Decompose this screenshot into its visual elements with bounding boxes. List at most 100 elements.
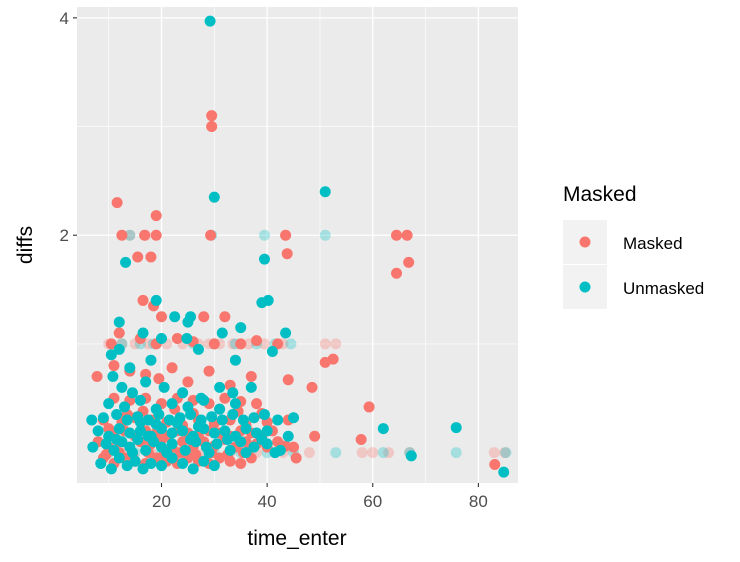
point-masked bbox=[137, 294, 149, 306]
point-unmasked bbox=[261, 425, 273, 437]
point-unmasked bbox=[181, 332, 193, 344]
point-unmasked bbox=[377, 423, 389, 435]
point-masked bbox=[235, 457, 247, 469]
point-unmasked bbox=[92, 425, 104, 437]
point-unmasked bbox=[182, 401, 194, 413]
point-masked bbox=[489, 459, 501, 471]
grid-minor bbox=[77, 7, 518, 483]
point-faint-masked bbox=[330, 338, 342, 350]
point-unmasked bbox=[269, 447, 281, 459]
point-unmasked bbox=[203, 447, 215, 459]
point-unmasked bbox=[111, 434, 123, 446]
point-unmasked bbox=[211, 438, 223, 450]
point-unmasked bbox=[208, 427, 220, 439]
point-unmasked bbox=[208, 191, 220, 203]
y-tick-label: 4 bbox=[60, 9, 69, 28]
y-axis: 24 bbox=[60, 9, 77, 245]
point-masked bbox=[391, 229, 403, 241]
point-unmasked bbox=[216, 414, 228, 426]
point-faint-unmasked bbox=[319, 229, 331, 241]
point-masked bbox=[288, 441, 300, 453]
point-faint-masked bbox=[124, 229, 136, 241]
point-masked bbox=[205, 229, 217, 241]
point-masked bbox=[206, 121, 218, 133]
point-unmasked bbox=[111, 409, 123, 421]
point-unmasked bbox=[166, 438, 178, 450]
y-tick-label: 2 bbox=[60, 226, 69, 245]
point-unmasked bbox=[166, 398, 178, 410]
point-unmasked bbox=[179, 444, 191, 456]
point-unmasked bbox=[105, 349, 117, 361]
x-tick-label: 40 bbox=[258, 492, 277, 511]
point-masked bbox=[198, 311, 210, 323]
point-unmasked bbox=[158, 381, 170, 393]
point-masked bbox=[272, 436, 284, 448]
point-unmasked bbox=[192, 343, 204, 355]
point-unmasked bbox=[171, 417, 183, 429]
point-unmasked bbox=[198, 394, 210, 406]
point-unmasked bbox=[137, 463, 149, 475]
point-unmasked bbox=[126, 387, 138, 399]
point-unmasked bbox=[150, 403, 162, 415]
point-masked bbox=[391, 267, 403, 279]
point-unmasked bbox=[120, 256, 132, 268]
point-faint-masked bbox=[356, 447, 368, 459]
point-unmasked bbox=[140, 376, 152, 388]
point-faint-unmasked bbox=[450, 447, 462, 459]
point-masked bbox=[401, 229, 413, 241]
point-masked bbox=[139, 229, 151, 241]
point-unmasked bbox=[198, 455, 210, 467]
point-unmasked bbox=[248, 412, 260, 424]
point-unmasked bbox=[134, 416, 146, 428]
point-masked bbox=[132, 251, 144, 263]
point-unmasked bbox=[132, 434, 144, 446]
point-unmasked bbox=[248, 441, 260, 453]
point-unmasked bbox=[280, 327, 292, 339]
point-unmasked bbox=[405, 450, 417, 462]
point-masked bbox=[208, 338, 220, 350]
point-unmasked bbox=[161, 447, 173, 459]
point-unmasked bbox=[142, 430, 154, 442]
point-masked bbox=[281, 248, 293, 260]
point-faint-unmasked bbox=[377, 447, 389, 459]
point-masked bbox=[171, 332, 183, 344]
point-unmasked bbox=[169, 311, 181, 323]
point-unmasked bbox=[113, 423, 125, 435]
point-unmasked bbox=[113, 452, 125, 464]
point-faint-masked bbox=[319, 338, 331, 350]
point-unmasked bbox=[206, 411, 218, 423]
point-unmasked bbox=[224, 444, 236, 456]
point-masked bbox=[203, 365, 215, 377]
point-faint-masked bbox=[383, 447, 395, 459]
point-unmasked bbox=[137, 327, 149, 339]
point-unmasked bbox=[95, 457, 107, 469]
point-unmasked bbox=[124, 362, 136, 374]
point-masked bbox=[290, 452, 302, 464]
point-unmasked bbox=[214, 381, 226, 393]
point-unmasked bbox=[192, 420, 204, 432]
point-unmasked bbox=[214, 403, 226, 415]
point-unmasked bbox=[145, 354, 157, 366]
point-masked bbox=[150, 210, 162, 222]
point-unmasked bbox=[185, 311, 197, 323]
point-masked bbox=[251, 398, 263, 410]
point-unmasked bbox=[134, 394, 146, 406]
point-unmasked bbox=[219, 425, 231, 437]
point-masked bbox=[91, 370, 103, 382]
point-unmasked bbox=[121, 414, 133, 426]
point-masked bbox=[103, 423, 115, 435]
point-unmasked bbox=[97, 412, 109, 424]
point-unmasked bbox=[113, 343, 125, 355]
legend-label-unmasked: Unmasked bbox=[623, 279, 704, 298]
y-axis-title: diffs bbox=[14, 226, 37, 264]
point-masked bbox=[166, 362, 178, 374]
point-faint-unmasked bbox=[500, 447, 512, 459]
point-unmasked bbox=[216, 327, 228, 339]
point-masked bbox=[111, 197, 123, 209]
point-masked bbox=[145, 251, 157, 263]
point-masked bbox=[140, 368, 152, 380]
point-masked bbox=[306, 381, 318, 393]
point-unmasked bbox=[177, 457, 189, 469]
point-masked bbox=[282, 374, 294, 386]
